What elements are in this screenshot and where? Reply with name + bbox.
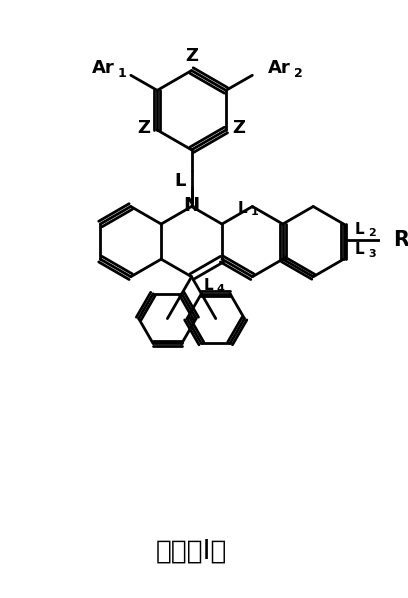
Text: 4: 4 (217, 284, 225, 294)
Text: 1: 1 (251, 207, 259, 217)
Text: 2: 2 (368, 228, 376, 238)
Text: L: L (355, 242, 365, 257)
Text: Z: Z (137, 119, 151, 137)
Text: R: R (393, 230, 408, 250)
Text: Ar: Ar (268, 59, 291, 78)
Text: Z: Z (185, 47, 198, 65)
Text: 2: 2 (294, 67, 303, 80)
Text: 3: 3 (368, 249, 376, 259)
Text: L: L (355, 222, 365, 237)
Text: Ar: Ar (92, 59, 115, 78)
Text: L: L (238, 201, 248, 216)
Text: Z: Z (233, 119, 246, 137)
Text: L: L (175, 172, 186, 190)
Text: 通式（I）: 通式（I） (156, 539, 227, 565)
Text: 1: 1 (118, 67, 127, 80)
Text: N: N (184, 196, 200, 215)
Text: L: L (204, 277, 213, 292)
